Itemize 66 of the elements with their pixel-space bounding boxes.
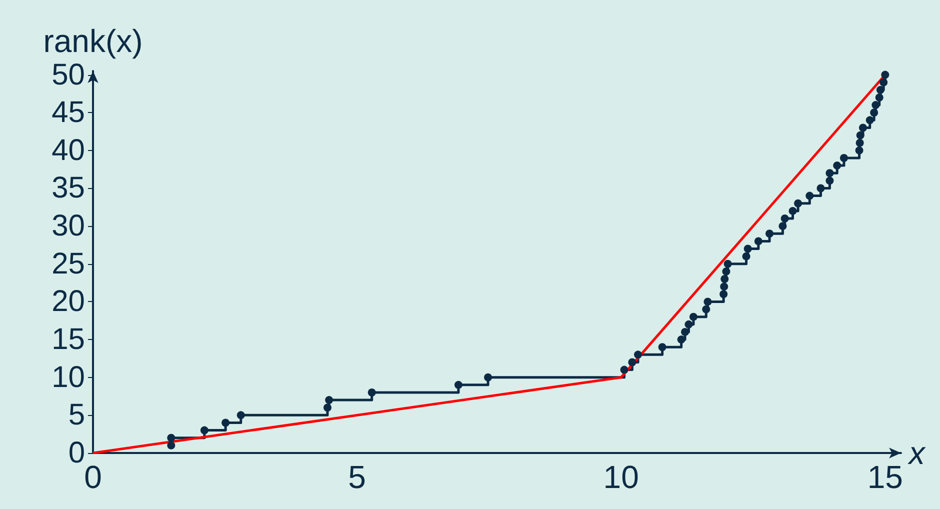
point bbox=[236, 411, 245, 420]
point bbox=[881, 70, 890, 79]
point bbox=[720, 290, 728, 298]
y-tick-label: 0 bbox=[68, 436, 85, 470]
point bbox=[658, 343, 666, 352]
y-axis-title: rank(x) bbox=[43, 23, 143, 59]
point bbox=[684, 320, 693, 328]
point bbox=[742, 252, 750, 260]
y-tick-label: 5 bbox=[68, 398, 85, 432]
y-tick-label: 35 bbox=[52, 172, 85, 205]
point bbox=[323, 404, 332, 412]
point bbox=[816, 184, 825, 192]
point bbox=[628, 358, 636, 366]
point bbox=[689, 312, 698, 321]
point bbox=[858, 124, 867, 132]
point bbox=[788, 206, 797, 215]
point bbox=[826, 176, 834, 185]
point bbox=[754, 237, 762, 246]
y-tick-label: 25 bbox=[52, 247, 85, 280]
point bbox=[620, 366, 628, 374]
point bbox=[876, 86, 884, 94]
y-tick-label: 45 bbox=[52, 96, 85, 130]
point bbox=[826, 169, 834, 178]
point bbox=[870, 108, 878, 117]
point bbox=[872, 101, 880, 110]
point bbox=[778, 222, 787, 230]
point bbox=[866, 116, 874, 124]
point bbox=[681, 328, 690, 336]
x-tick-label: 15 bbox=[867, 459, 903, 495]
y-tick-label: 15 bbox=[52, 323, 85, 356]
point bbox=[744, 244, 752, 253]
y-tick-label: 10 bbox=[52, 360, 85, 394]
point bbox=[634, 350, 642, 359]
x-tick-label: 10 bbox=[603, 459, 639, 495]
y-tick-label: 50 bbox=[52, 58, 85, 92]
point bbox=[880, 78, 888, 86]
y-tick-label: 20 bbox=[52, 285, 85, 318]
x-axis-title: x bbox=[906, 435, 926, 471]
point bbox=[167, 441, 176, 450]
point bbox=[806, 192, 814, 200]
point bbox=[875, 93, 884, 102]
point bbox=[840, 154, 848, 162]
y-tick-label: 30 bbox=[52, 210, 85, 243]
point bbox=[855, 146, 864, 154]
point bbox=[368, 388, 376, 396]
point bbox=[766, 230, 774, 238]
point bbox=[200, 426, 208, 434]
point bbox=[722, 267, 730, 276]
point bbox=[780, 214, 789, 223]
point bbox=[167, 434, 176, 442]
point bbox=[222, 418, 230, 427]
point bbox=[856, 138, 864, 147]
point bbox=[454, 380, 462, 389]
point bbox=[720, 282, 728, 291]
point bbox=[484, 373, 492, 382]
x-tick-label: 5 bbox=[348, 459, 366, 495]
point bbox=[677, 336, 686, 344]
point bbox=[720, 275, 729, 284]
point bbox=[794, 199, 802, 208]
point bbox=[833, 162, 842, 170]
point bbox=[702, 305, 710, 314]
point bbox=[704, 298, 712, 306]
point bbox=[325, 396, 334, 404]
y-tick-label: 40 bbox=[52, 134, 85, 167]
point bbox=[724, 260, 732, 268]
point bbox=[856, 131, 864, 140]
